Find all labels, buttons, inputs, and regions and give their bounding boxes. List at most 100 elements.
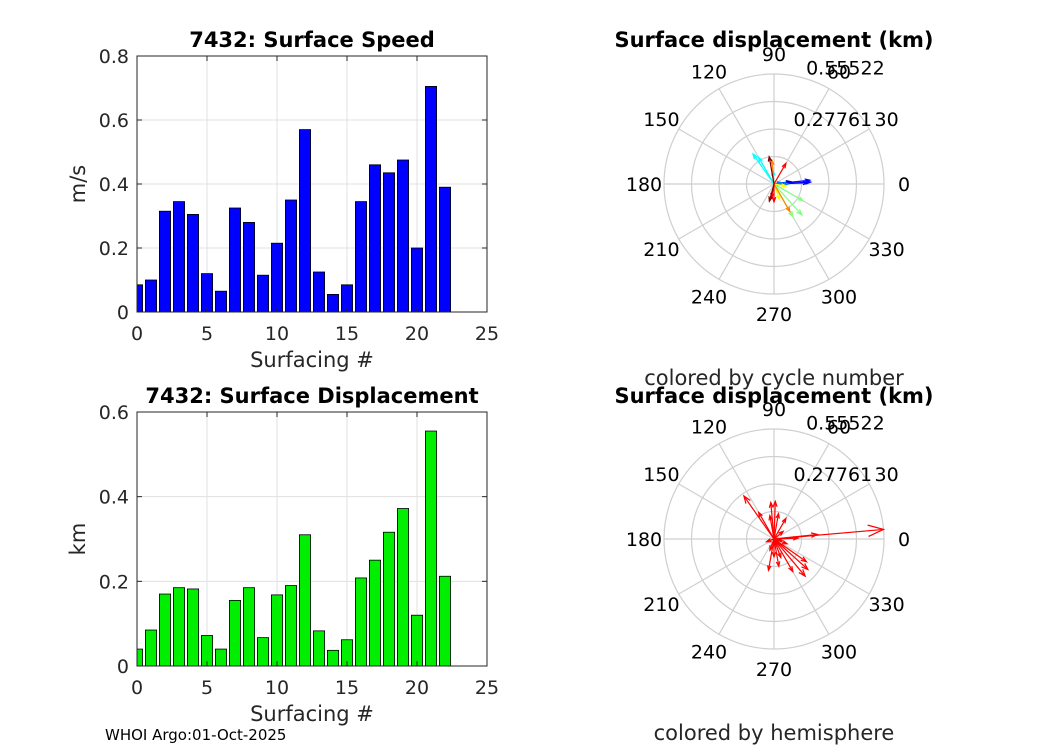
displacement-arrow xyxy=(773,538,807,578)
polar-spoke xyxy=(678,538,775,595)
angle-label: 120 xyxy=(691,61,727,83)
ring-label: 0.55522 xyxy=(806,413,885,435)
arrow-head xyxy=(764,538,772,543)
ring-label: 0.27761 xyxy=(794,109,873,131)
x-tick-label: 5 xyxy=(201,677,213,699)
arrow-head xyxy=(781,516,787,524)
displacement-arrow xyxy=(769,538,775,552)
arrow-shaft xyxy=(758,512,775,540)
arrow-head xyxy=(776,537,784,542)
polar-spoke xyxy=(718,183,775,280)
compass-title: Surface displacement (km) xyxy=(614,384,933,408)
arrow-shaft xyxy=(773,538,806,577)
arrow-head xyxy=(751,152,758,160)
y-tick-label: 0.8 xyxy=(99,46,129,68)
arrow-head xyxy=(778,530,785,536)
bar xyxy=(396,508,409,667)
bar xyxy=(368,164,381,313)
displacement-arrow xyxy=(772,499,778,540)
angle-label: 120 xyxy=(691,416,727,438)
bar xyxy=(270,242,283,313)
y-axis-label: km xyxy=(66,523,90,556)
arrow-shaft xyxy=(769,515,775,540)
arrow-head xyxy=(792,536,800,541)
arrow-head xyxy=(771,196,777,204)
arrow-head xyxy=(775,194,781,202)
bar xyxy=(228,207,241,313)
arrow-head xyxy=(742,494,751,504)
bar xyxy=(270,594,283,667)
arrow-shaft xyxy=(773,501,776,540)
x-tick-label: 20 xyxy=(405,677,429,699)
displacement-arrow xyxy=(773,538,794,574)
bar xyxy=(158,210,171,313)
arrow-head xyxy=(757,510,763,518)
x-tick-label: 25 xyxy=(475,323,499,345)
arrow-shaft xyxy=(773,183,787,187)
displacement-arrow xyxy=(742,494,775,540)
compass-subtitle: colored by cycle number xyxy=(644,366,904,390)
bar xyxy=(424,86,437,313)
compass-title: Surface displacement (km) xyxy=(614,28,933,52)
displacement-arrow xyxy=(773,530,785,540)
arrow-head xyxy=(777,552,782,560)
displacement-bar-chart: 0 5 10 15 20 25 0 0.2 0.4 0.6 7432: Surface Displa… xyxy=(66,384,499,726)
angle-label: 30 xyxy=(874,464,898,486)
arrow-head xyxy=(771,551,777,559)
angle-label: 240 xyxy=(691,287,727,309)
arrow-head xyxy=(769,545,774,552)
bar xyxy=(396,159,409,313)
displacement-arrow xyxy=(773,183,791,213)
angle-label: 150 xyxy=(643,109,679,131)
x-tick-label: 0 xyxy=(131,677,143,699)
arrow-head xyxy=(788,565,794,574)
arrow-shaft xyxy=(768,156,775,185)
ring-label: 0.27761 xyxy=(794,464,873,486)
arrow-head xyxy=(757,155,763,163)
angle-label: 300 xyxy=(821,287,857,309)
displacement-arrow xyxy=(773,536,800,541)
x-tick-label: 5 xyxy=(201,323,213,345)
angle-label: 90 xyxy=(762,399,786,421)
arrow-head xyxy=(781,183,788,188)
bar xyxy=(354,577,367,667)
displacement-arrow xyxy=(773,183,805,202)
angle-label: 180 xyxy=(626,529,662,551)
speed-bar-chart: 0 5 10 15 20 25 0 0.2 0.4 0.6 0.8 7432: Surface Spe… xyxy=(66,28,499,372)
arrow-head xyxy=(775,511,780,519)
x-tick-label: 15 xyxy=(335,677,359,699)
angle-label: 150 xyxy=(643,464,679,486)
arrow-shaft xyxy=(773,537,798,540)
bar xyxy=(256,637,269,667)
arrow-shaft xyxy=(767,538,775,571)
arrow-head xyxy=(767,154,773,162)
y-tick-label: 0 xyxy=(117,656,129,678)
arrow-head xyxy=(810,532,820,538)
bar xyxy=(354,201,367,313)
polar-spoke xyxy=(718,538,775,635)
displacement-arrow xyxy=(773,161,787,185)
bar xyxy=(298,534,311,667)
bar xyxy=(214,290,227,313)
angle-label: 270 xyxy=(756,304,792,326)
arrow-shaft xyxy=(773,183,804,202)
bar xyxy=(228,599,241,667)
bar xyxy=(256,274,269,313)
displacement-arrow xyxy=(768,513,775,540)
arrow-shaft xyxy=(773,513,780,540)
bar xyxy=(312,630,325,667)
angle-label: 60 xyxy=(827,416,851,438)
arrow-shaft xyxy=(773,518,787,540)
arrow-shaft xyxy=(769,538,775,551)
arrow-shaft xyxy=(773,538,794,572)
x-tick-label: 15 xyxy=(335,323,359,345)
x-axis-label: Surfacing # xyxy=(250,348,374,372)
y-tick-label: 0 xyxy=(117,302,129,324)
bar xyxy=(284,199,297,313)
bar xyxy=(438,186,451,313)
footer-credit: WHOI Argo:01-Oct-2025 xyxy=(105,726,287,744)
bar xyxy=(172,201,185,313)
arrow-head xyxy=(798,569,807,578)
arrow-head xyxy=(767,565,772,572)
